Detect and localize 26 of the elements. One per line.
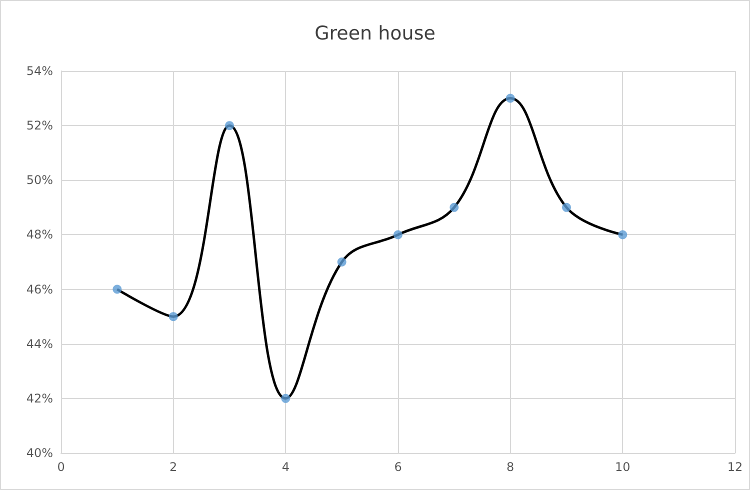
y-tick-label: 40% <box>26 446 53 460</box>
x-tick-label: 8 <box>506 460 514 474</box>
point <box>168 312 178 322</box>
x-tick-label: 6 <box>394 460 402 474</box>
y-tick-label: 52% <box>26 118 53 133</box>
point <box>618 230 628 240</box>
point <box>450 202 459 212</box>
x-tick-label: 12 <box>727 460 743 474</box>
x-tick-label: 0 <box>57 460 65 474</box>
y-tick-label: 46% <box>26 282 53 296</box>
chart-title: Green house <box>314 22 436 44</box>
x-tick-label: 2 <box>170 460 178 474</box>
y-tick-label: 42% <box>26 391 53 406</box>
point <box>394 230 402 240</box>
y-tick-label: 48% <box>26 228 53 242</box>
y-tick-label: 50% <box>26 173 53 188</box>
point <box>225 121 234 130</box>
point <box>337 258 346 266</box>
point <box>562 202 571 212</box>
y-tick-label: 44% <box>26 336 53 351</box>
x-tick-label: 4 <box>282 460 290 474</box>
x-tick-label: 10 <box>615 460 630 474</box>
point <box>506 94 515 103</box>
point <box>112 284 122 294</box>
point <box>281 394 290 403</box>
y-tick-label: 54% <box>26 64 53 78</box>
